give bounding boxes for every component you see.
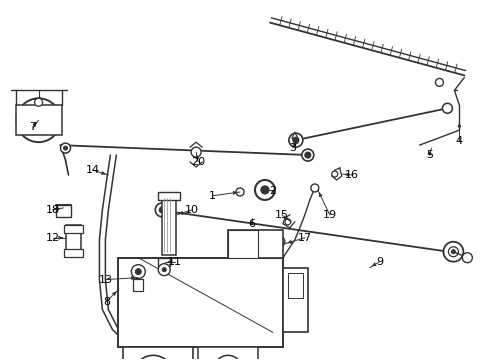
Text: 3: 3 [289, 143, 296, 153]
Text: 12: 12 [45, 233, 60, 243]
Text: 18: 18 [45, 205, 60, 215]
Circle shape [135, 269, 141, 275]
Text: 17: 17 [297, 233, 311, 243]
Circle shape [435, 78, 443, 86]
Circle shape [443, 242, 463, 262]
Text: 20: 20 [191, 157, 205, 167]
Circle shape [133, 355, 173, 360]
Bar [227, 230, 258, 258]
Circle shape [292, 137, 298, 143]
Circle shape [304, 152, 310, 158]
Circle shape [131, 265, 145, 279]
Circle shape [254, 180, 274, 200]
Text: 4: 4 [455, 136, 462, 146]
Text: 8: 8 [102, 297, 110, 306]
Text: 19: 19 [322, 210, 336, 220]
Bar [16, 105, 61, 135]
Circle shape [274, 237, 285, 247]
Bar [198, 347, 258, 360]
Bar [158, 258, 170, 266]
Text: 9: 9 [375, 257, 383, 267]
Text: 1: 1 [208, 191, 215, 201]
Bar [123, 347, 193, 360]
Text: 11: 11 [168, 257, 182, 267]
Circle shape [17, 98, 61, 142]
Circle shape [285, 219, 290, 225]
Circle shape [159, 207, 165, 213]
Circle shape [162, 268, 166, 272]
Circle shape [214, 355, 242, 360]
Bar [287, 273, 302, 298]
Bar [63, 225, 83, 233]
Bar [283, 268, 307, 332]
Circle shape [155, 203, 169, 217]
Bar [133, 279, 143, 291]
Circle shape [288, 133, 302, 147]
Circle shape [236, 188, 244, 196]
Circle shape [261, 186, 268, 194]
Bar [118, 258, 283, 347]
Circle shape [191, 147, 201, 157]
Text: 14: 14 [85, 165, 99, 175]
Circle shape [462, 253, 471, 263]
Circle shape [450, 250, 454, 254]
Circle shape [447, 247, 457, 257]
Circle shape [34, 115, 43, 125]
Circle shape [310, 184, 318, 192]
Circle shape [158, 264, 170, 276]
Bar [227, 230, 283, 258]
Circle shape [301, 149, 313, 161]
Bar [65, 225, 81, 257]
Circle shape [25, 107, 51, 133]
Bar [63, 249, 83, 257]
Circle shape [61, 143, 70, 153]
Circle shape [264, 249, 270, 255]
Text: 16: 16 [344, 170, 358, 180]
Text: 10: 10 [185, 205, 199, 215]
Text: 6: 6 [248, 219, 255, 229]
Text: 13: 13 [98, 275, 112, 285]
Bar [158, 192, 180, 200]
Text: 5: 5 [425, 150, 432, 160]
Text: 15: 15 [274, 210, 288, 220]
Bar [56, 205, 71, 217]
Text: 7: 7 [29, 122, 36, 132]
Circle shape [442, 103, 451, 113]
Bar [162, 195, 176, 255]
Text: 2: 2 [269, 186, 276, 196]
Circle shape [331, 171, 337, 177]
Circle shape [35, 98, 42, 106]
Circle shape [63, 146, 67, 150]
